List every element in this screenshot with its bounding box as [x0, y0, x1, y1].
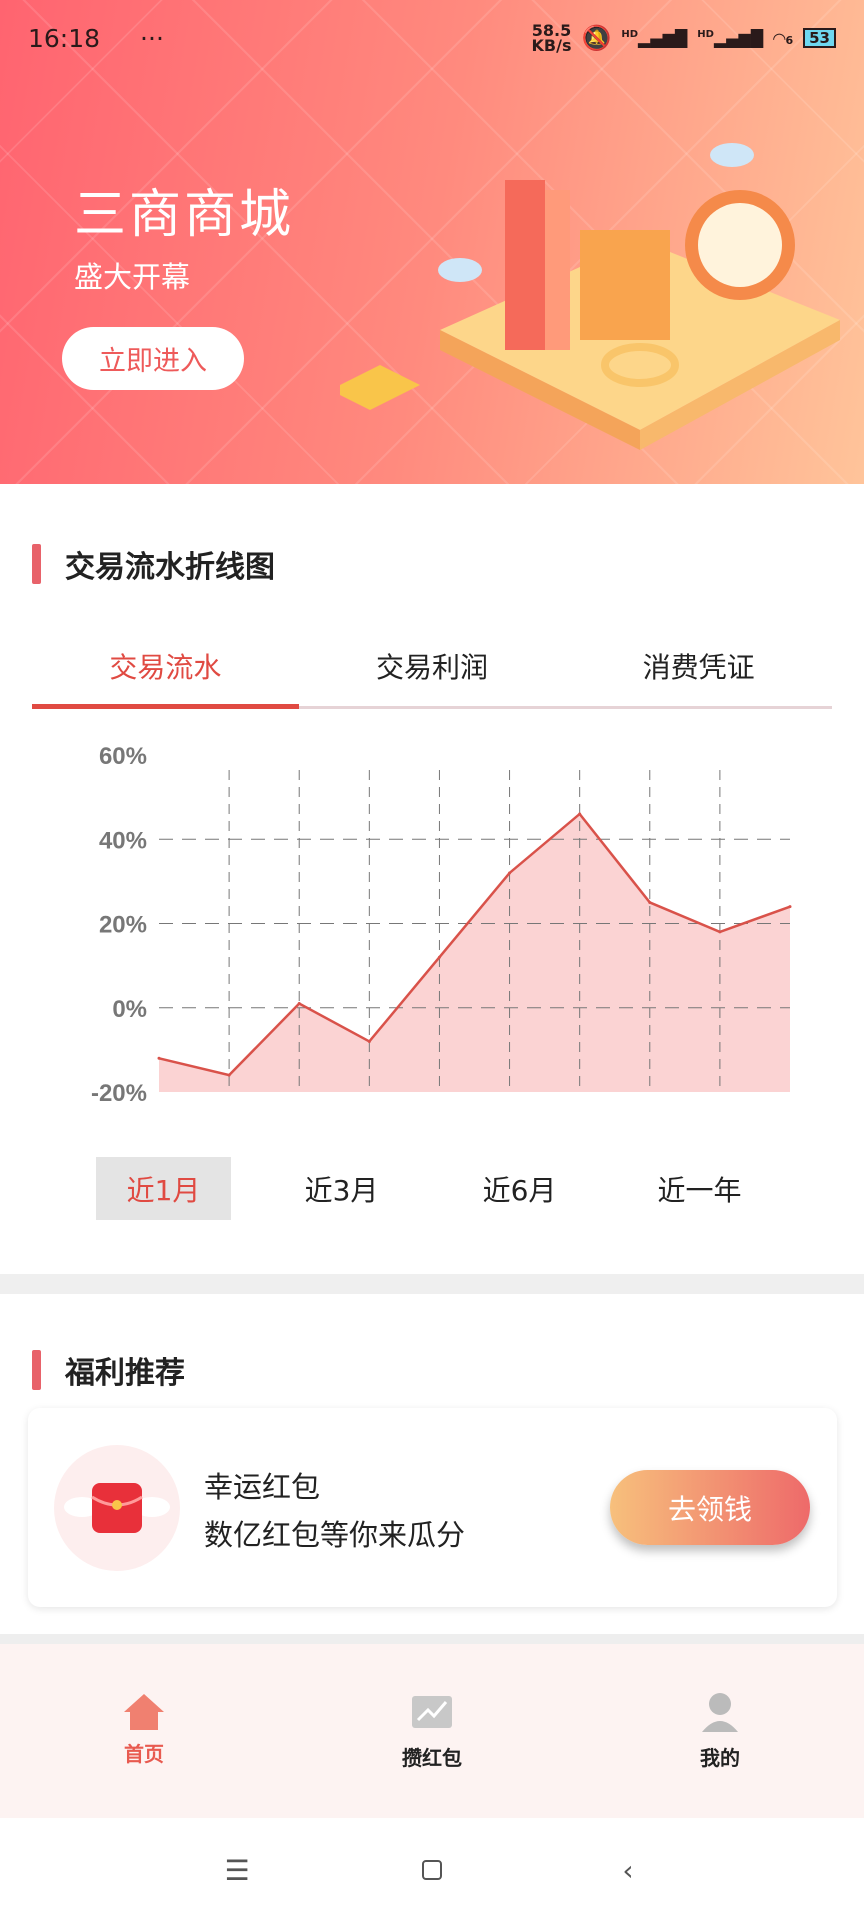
user-icon — [702, 1693, 738, 1732]
period-1-month[interactable]: 近1月 — [96, 1157, 231, 1220]
y-tick-label: -20% — [91, 1080, 147, 1107]
chart-tabs: 交易流水 交易利润 消费凭证 — [32, 625, 832, 709]
data-point — [367, 1039, 371, 1043]
back-icon[interactable]: ‹ — [622, 1853, 634, 1887]
city-illustration — [340, 143, 840, 450]
signal-icon: HD▂▄▆█ — [621, 28, 688, 48]
status-bar: 16:18 ··· 58.5 KB/s 🔕 HD▂▄▆█ HD▂▄▆█ ◠6 53 — [0, 0, 864, 76]
system-nav-bar: ☰ ‹ — [0, 1818, 864, 1920]
line-chart: 60% 40% 20% 0% -20% — [91, 743, 792, 1107]
data-point — [157, 1056, 161, 1060]
claim-money-button[interactable]: 去领钱 — [610, 1470, 810, 1545]
enter-button[interactable]: 立即进入 — [62, 327, 244, 390]
net-speed-unit: KB/s — [531, 36, 572, 55]
red-packet-card: 幸运红包 数亿红包等你来瓜分 去领钱 — [28, 1408, 837, 1607]
home-icon — [124, 1694, 164, 1730]
nav-mine[interactable]: 我的 — [660, 1692, 780, 1771]
banner-subtitle: 盛大开幕 — [74, 260, 191, 294]
net-speed: 58.5 — [531, 21, 572, 40]
menu-icon[interactable]: ☰ — [224, 1853, 250, 1887]
y-tick-label: 20% — [99, 912, 147, 939]
series-line — [158, 812, 791, 1077]
signal-icon: HD▂▄▆█ — [697, 28, 764, 48]
battery-icon: 53 — [803, 28, 836, 48]
area-fill — [159, 813, 790, 1092]
section-divider — [0, 1274, 864, 1294]
period-1-year[interactable]: 近一年 — [657, 1173, 742, 1207]
period-3-months[interactable]: 近3月 — [304, 1173, 379, 1207]
y-tick-label: 60% — [99, 743, 147, 770]
card-description: 数亿红包等你来瓜分 — [204, 1518, 466, 1552]
tab-consumption-voucher[interactable]: 消费凭证 — [642, 650, 755, 684]
welfare-section-title: 福利推荐 — [32, 1348, 185, 1392]
data-point — [578, 812, 582, 816]
chart-icon — [412, 1696, 452, 1728]
chart-section-title: 交易流水折线图 — [32, 542, 275, 586]
data-point — [227, 1073, 231, 1077]
home-square-icon[interactable] — [412, 1852, 452, 1888]
nav-home[interactable]: 首页 — [84, 1692, 204, 1767]
wifi-icon: ◠6 — [773, 28, 794, 48]
data-point — [648, 900, 652, 904]
data-point — [718, 930, 722, 934]
status-more: ··· — [140, 23, 164, 53]
data-point — [788, 905, 792, 909]
status-time: 16:18 — [28, 23, 101, 53]
banner-title: 三商商城 — [74, 185, 295, 245]
banner[interactable]: 16:18 ··· 58.5 KB/s 🔕 HD▂▄▆█ HD▂▄▆█ ◠6 53… — [0, 0, 864, 484]
bottom-nav: 首页 攒红包 我的 — [0, 1644, 864, 1818]
data-point — [437, 955, 441, 959]
card-title: 幸运红包 — [204, 1470, 321, 1504]
period-selector: 近1月 近3月 近6月 近一年 — [0, 1157, 864, 1220]
y-tick-label: 40% — [99, 827, 147, 854]
nav-divider — [0, 1634, 864, 1644]
tab-transaction-profit[interactable]: 交易利润 — [376, 650, 489, 684]
red-packet-icon — [54, 1445, 180, 1571]
bell-muted-icon: 🔕 — [581, 24, 612, 52]
tab-transaction-flow[interactable]: 交易流水 — [32, 625, 299, 709]
data-point — [297, 1002, 301, 1006]
nav-save-red-packet[interactable]: 攒红包 — [372, 1692, 492, 1771]
data-point — [508, 871, 512, 875]
y-tick-label: 0% — [112, 996, 147, 1023]
period-6-months[interactable]: 近6月 — [482, 1173, 557, 1207]
